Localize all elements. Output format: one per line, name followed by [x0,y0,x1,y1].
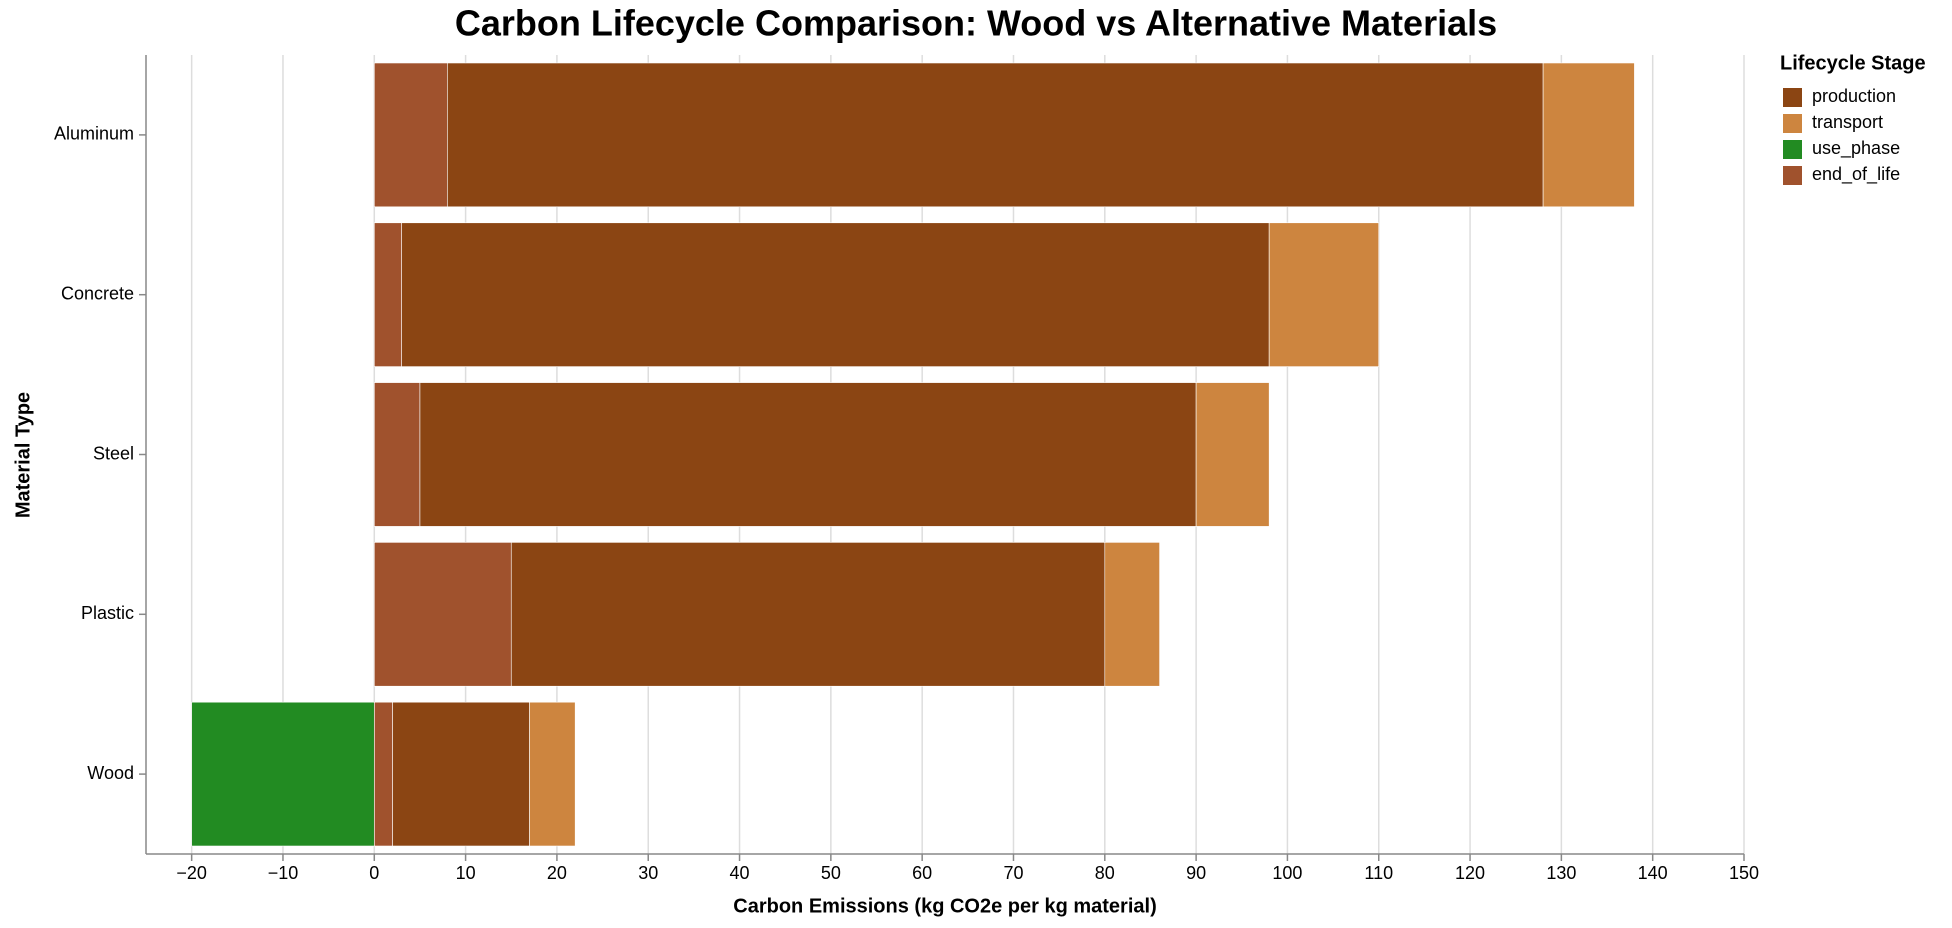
y-tick-label: Plastic [81,603,134,623]
bar-segment [373,222,402,367]
x-axis-title: Carbon Emissions (kg CO2e per kg materia… [733,895,1156,917]
x-tick-label: 10 [456,863,476,883]
x-tick-label: 70 [1003,863,1023,883]
bar-segment [419,382,1197,527]
x-tick-label: 30 [638,863,658,883]
x-tick-label: 90 [1186,863,1206,883]
legend-swatch [1783,88,1802,107]
x-tick-label: −10 [268,863,299,883]
bar-segment [373,62,448,208]
legend-label: transport [1812,112,1883,132]
x-tick-label: −20 [176,863,207,883]
x-tick-label: 110 [1364,863,1393,883]
bar-segment [1268,222,1380,367]
bar-segment [510,542,1106,687]
x-tick-label: 80 [1095,863,1115,883]
bar-segment [529,701,576,847]
bar-segment [373,542,512,687]
y-axis-title: Material Type [12,392,34,518]
y-tick-label: Steel [93,443,134,463]
x-tick-label: 20 [547,863,567,883]
bar-segment [373,382,421,527]
y-tick-label: Concrete [61,283,134,303]
y-tick-label: Aluminum [54,124,134,144]
x-tick-label: 50 [821,863,841,883]
legend-swatch [1783,114,1802,133]
bar-segment [447,62,1544,208]
bar-segment [392,701,530,847]
chart-title: Carbon Lifecycle Comparison: Wood vs Alt… [455,3,1497,44]
legend-swatch [1783,140,1802,159]
x-tick-label: 100 [1272,863,1302,883]
bar-segment [191,701,375,847]
bar-segment [401,222,1270,367]
bar-segment [1542,62,1635,208]
x-tick-label: 140 [1638,863,1668,883]
x-tick-label: 0 [369,863,379,883]
bar-segment [1195,382,1270,527]
legend-title: Lifecycle Stage [1780,52,1926,74]
legend-label: use_phase [1812,138,1900,159]
x-tick-label: 40 [730,863,750,883]
x-tick-label: 120 [1455,863,1485,883]
x-tick-label: 150 [1729,863,1759,883]
x-tick-label: 130 [1546,863,1576,883]
legend-label: end_of_life [1812,164,1900,185]
bar-segment [373,701,393,847]
bar-segment [1104,542,1160,687]
legend-label: production [1812,86,1896,106]
legend-swatch [1783,166,1802,185]
x-tick-label: 60 [912,863,932,883]
y-tick-label: Wood [87,763,134,783]
